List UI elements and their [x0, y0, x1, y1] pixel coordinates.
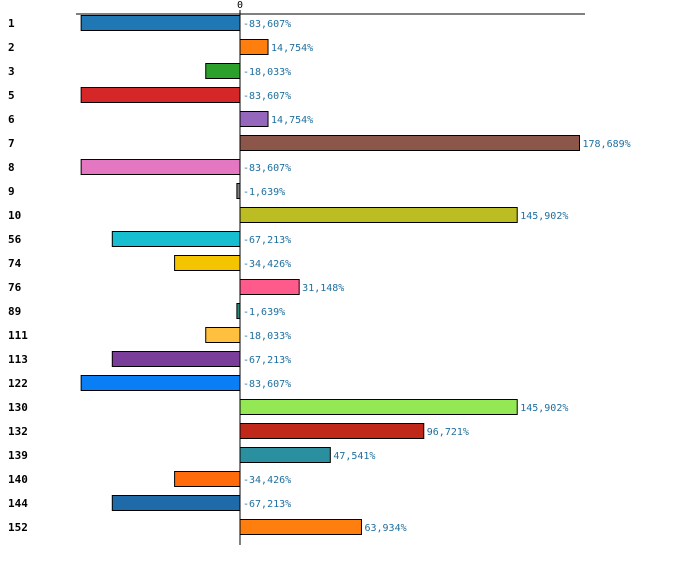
bar: [239, 207, 518, 223]
value-label: -67,213%: [243, 499, 291, 510]
category-label: 9: [8, 185, 15, 198]
category-label: 7: [8, 137, 15, 150]
value-label: 63,934%: [364, 523, 406, 534]
value-label: -67,213%: [243, 235, 291, 246]
value-label: -83,607%: [243, 91, 291, 102]
bar: [80, 375, 241, 391]
category-label: 111: [8, 329, 28, 342]
value-label: -18,033%: [243, 331, 291, 342]
zero-tick-label: 0: [237, 0, 243, 11]
category-label: 140: [8, 473, 28, 486]
category-label: 10: [8, 209, 21, 222]
value-label: 14,754%: [271, 43, 313, 54]
category-label: 132: [8, 425, 28, 438]
bar: [205, 63, 241, 79]
value-label: -1,639%: [243, 187, 285, 198]
value-label: -83,607%: [243, 379, 291, 390]
category-label: 113: [8, 353, 28, 366]
bar: [239, 135, 581, 151]
category-label: 1: [8, 17, 15, 30]
value-label: 31,148%: [302, 283, 344, 294]
value-label: -34,426%: [243, 259, 291, 270]
bar: [174, 471, 241, 487]
bar: [80, 87, 241, 103]
bar: [205, 327, 241, 343]
category-label: 152: [8, 521, 28, 534]
value-label: -34,426%: [243, 475, 291, 486]
bar: [239, 519, 362, 535]
bar: [239, 279, 300, 295]
category-label: 76: [8, 281, 22, 294]
value-label: 178,689%: [583, 139, 631, 150]
bar: [111, 495, 241, 511]
value-label: 96,721%: [427, 427, 469, 438]
bar: [239, 423, 425, 439]
bar: [239, 111, 269, 127]
value-label: -18,033%: [243, 67, 291, 78]
category-label: 122: [8, 377, 28, 390]
category-label: 5: [8, 89, 15, 102]
category-label: 89: [8, 305, 21, 318]
bar: [111, 231, 241, 247]
value-label: 47,541%: [333, 451, 375, 462]
category-label: 6: [8, 113, 15, 126]
bars-layer: 1 -83,607% 2 14,754% 3 -18,033% 5 -83,607% 6 14,7…: [8, 15, 631, 535]
bar: [239, 447, 331, 463]
category-label: 144: [8, 497, 28, 510]
value-label: 145,902%: [520, 211, 568, 222]
bar: [80, 159, 241, 175]
value-label: 14,754%: [271, 115, 313, 126]
value-label: -83,607%: [243, 19, 291, 30]
value-label: -1,639%: [243, 307, 285, 318]
category-label: 74: [8, 257, 22, 270]
bar: [174, 255, 241, 271]
category-label: 3: [8, 65, 15, 78]
category-label: 130: [8, 401, 28, 414]
value-label: -67,213%: [243, 355, 291, 366]
bar: [111, 351, 241, 367]
category-label: 139: [8, 449, 28, 462]
category-label: 2: [8, 41, 15, 54]
value-label: 145,902%: [520, 403, 568, 414]
bar: [239, 39, 269, 55]
category-label: 8: [8, 161, 15, 174]
value-label: -83,607%: [243, 163, 291, 174]
bar: [80, 15, 241, 31]
bar: [239, 399, 518, 415]
category-label: 56: [8, 233, 22, 246]
